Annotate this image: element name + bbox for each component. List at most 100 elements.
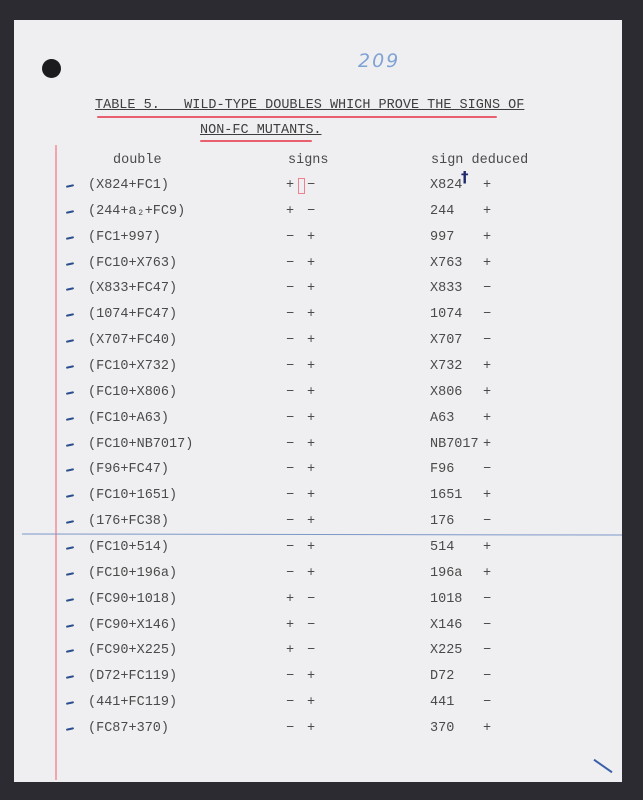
table-row: (FC87+370) − +370 + [0,721,643,741]
double-cell: (FC10+1651) [88,488,178,504]
double-cell: (FC10+514) [88,540,170,556]
check-mark-icon [65,235,75,240]
sign2-cell: − [307,643,316,659]
sign1-cell: − [286,514,295,530]
double-cell: (176+FC38) [88,514,170,530]
sign2-cell: + [307,255,316,271]
sign1-cell: − [286,721,295,737]
double-cell: (D72+FC119) [88,669,178,685]
double-cell: (FC10+196a) [88,565,178,581]
sign2-cell: + [307,436,316,452]
deduced-sign-cell: + [483,203,492,219]
check-mark-icon [65,210,75,214]
mutant-cell: 176 [430,514,455,530]
sign2-cell: + [307,307,316,323]
red-margin-line [55,145,57,780]
check-mark-icon [65,365,75,369]
check-mark-icon [65,313,75,318]
sign1-cell: − [286,565,295,581]
mutant-cell: 514 [430,540,455,556]
table-row: (FC10+X732) − + X732 + [0,359,643,379]
sign1-cell: − [286,229,295,245]
table-row: (FC10+196a) − +196a + [0,566,643,586]
table-row: (D72+FC119) − + D72− [0,669,643,689]
mutant-cell: 997 [430,229,455,245]
table-row: (FC10+NB7017) − + NB7017 + [0,437,643,457]
sign2-cell: + [307,695,316,711]
sign2-cell: + [307,669,316,685]
check-mark-icon [65,701,75,705]
deduced-sign-cell: + [483,721,492,737]
check-mark-icon [65,546,75,550]
double-cell: (FC90+X225) [88,643,178,659]
mutant-cell: X707 [430,333,463,349]
table-row: (FC90+1018) + −1018− [0,592,643,612]
header-sign-deduced: sign deduced [431,153,529,168]
header-signs: signs [288,153,329,168]
check-mark-icon [65,572,75,576]
double-cell: (FC10+NB7017) [88,436,194,452]
dagger-annotation: † [461,168,469,186]
sign1-cell: + [286,591,295,607]
mutant-cell: X763 [430,255,463,271]
check-mark-icon [65,287,75,292]
deduced-sign-cell: + [483,229,492,245]
deduced-sign-cell: + [483,565,492,581]
check-mark-icon [65,597,75,602]
sign2-cell: + [307,333,316,349]
check-mark-icon [65,442,75,447]
double-cell: (FC1+997) [88,229,161,245]
deduced-sign-cell: + [483,540,492,556]
sign2-cell: + [307,462,316,478]
check-mark-icon [65,520,75,524]
deduced-sign-cell: + [483,255,492,271]
deduced-sign-cell: − [483,617,492,633]
table-row: (FC90+X225) + − X225− [0,643,643,663]
sign2-cell: + [307,384,316,400]
sign2-cell: − [307,203,316,219]
double-cell: (441+FC119) [88,695,178,711]
sign2-cell: + [307,565,316,581]
mutant-cell: F96 [430,462,455,478]
sign2-cell: + [307,359,316,375]
mutant-cell: A63 [430,410,455,426]
sign1-cell: − [286,540,295,556]
table-row: (X833+FC47) − + X833− [0,281,643,301]
sign1-cell: + [286,203,295,219]
sign2-cell: + [307,488,316,504]
double-cell: (X707+FC40) [88,333,178,349]
table-row: (FC10+514) − +514 + [0,540,643,560]
table-row: (FC1+997) − +997 + [0,230,643,250]
deduced-sign-cell: + [483,178,492,193]
table-row: (F96+FC47) − + F96− [0,462,643,482]
sign1-cell: − [286,384,295,400]
mutant-cell: 196a [430,565,463,581]
double-cell: (FC90+1018) [88,591,178,607]
deduced-sign-cell: − [483,643,492,659]
check-mark-icon [65,675,75,680]
sign2-cell: + [307,229,316,245]
sign1-cell: + [286,643,295,659]
deduced-sign-cell: + [483,488,492,504]
mutant-cell: X824 [430,178,463,193]
table-title-line2: NON-FC MUTANTS. [200,123,322,138]
deduced-sign-cell: − [483,281,492,297]
table-row: (FC10+A63) − + A63 + [0,411,643,431]
red-underline [97,116,497,118]
sign2-cell: + [307,514,316,530]
deduced-sign-cell: − [483,514,492,530]
mutant-cell: X732 [430,359,463,375]
red-pencil-box [298,178,305,194]
sign2-cell: − [307,178,316,193]
deduced-sign-cell: + [483,359,492,375]
mutant-cell: X833 [430,281,463,297]
punch-hole [42,59,61,78]
table-title-line1: TABLE 5. WILD-TYPE DOUBLES WHICH PROVE T… [95,98,525,113]
sign1-cell: + [286,617,295,633]
sign2-cell: − [307,591,316,607]
mutant-cell: 1651 [430,488,463,504]
deduced-sign-cell: − [483,591,492,607]
sign1-cell: − [286,281,295,297]
table-row: (X824+FC1) + − X824 + [0,178,643,198]
deduced-sign-cell: + [483,410,492,426]
